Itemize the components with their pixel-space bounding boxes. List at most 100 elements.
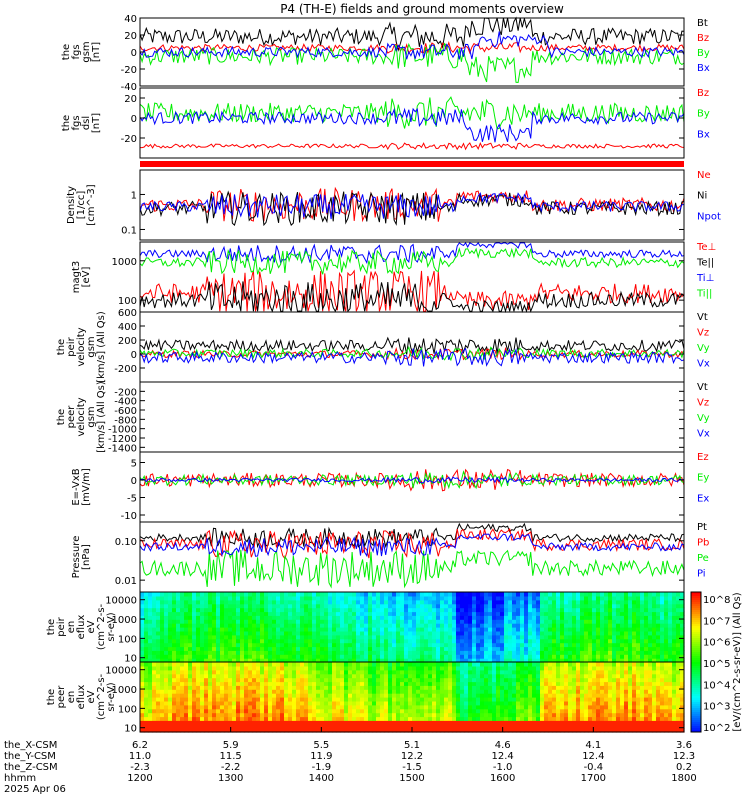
spectrogram-cell bbox=[428, 712, 433, 718]
spectrogram-cell bbox=[312, 623, 317, 628]
spectrogram-cell bbox=[408, 615, 413, 620]
spectrogram-cell bbox=[288, 654, 293, 659]
spectrogram-cell bbox=[316, 697, 321, 702]
spectrogram-cell bbox=[616, 708, 621, 714]
spectrogram-cell bbox=[324, 611, 329, 616]
spectrogram-cell bbox=[412, 627, 417, 632]
spectrogram-cell bbox=[564, 712, 569, 718]
spectrogram-cell bbox=[380, 720, 385, 725]
spectrogram-cell bbox=[220, 638, 225, 644]
spectrogram-cell bbox=[176, 677, 181, 683]
spectrogram-cell bbox=[160, 650, 165, 655]
spectrogram-cell bbox=[292, 603, 297, 609]
spectrogram-cell bbox=[380, 712, 385, 718]
spectrogram-cell bbox=[620, 654, 625, 659]
spectrogram-cell bbox=[536, 623, 541, 628]
spectrogram-cell bbox=[304, 599, 309, 605]
spectrogram-cell bbox=[296, 693, 301, 698]
spectrogram-cell bbox=[448, 716, 453, 721]
spectrogram-cell bbox=[416, 716, 421, 721]
spectrogram-cell bbox=[472, 693, 477, 698]
spectrogram-cell bbox=[628, 708, 633, 714]
spectrogram-cell bbox=[360, 697, 365, 702]
spectrogram-cell bbox=[460, 607, 465, 613]
spectrogram-cell bbox=[492, 673, 497, 679]
spectrogram-cell bbox=[372, 595, 377, 601]
spectrogram-cell bbox=[608, 599, 613, 605]
spectrogram-cell bbox=[524, 712, 529, 718]
spectrogram-cell bbox=[424, 681, 429, 686]
spectrogram-cell bbox=[636, 724, 641, 729]
spectrogram-cell bbox=[664, 619, 669, 624]
spectrogram-cell bbox=[616, 681, 621, 686]
spectrogram-cell bbox=[628, 677, 633, 683]
spectrogram-cell bbox=[616, 716, 621, 721]
spectrogram-cell bbox=[328, 673, 333, 679]
spectrogram-cell bbox=[184, 615, 189, 620]
spectrogram-cell bbox=[256, 646, 261, 651]
spectrogram-cell bbox=[344, 599, 349, 605]
spectrogram-cell bbox=[152, 611, 157, 616]
spectrogram-cell bbox=[276, 607, 281, 613]
spectrogram-cell bbox=[372, 697, 377, 702]
spectrogram-cell bbox=[364, 704, 369, 710]
y-axis-label: [nT] bbox=[91, 113, 102, 133]
spectrogram-cell bbox=[480, 615, 485, 620]
spectrogram-cell bbox=[540, 697, 545, 702]
spectrogram-cell bbox=[496, 697, 501, 702]
spectrogram-cell bbox=[560, 669, 565, 675]
spectrogram-cell bbox=[588, 669, 593, 675]
spectrogram-cell bbox=[528, 603, 533, 609]
spectrogram-cell bbox=[188, 619, 193, 624]
spectrogram-cell bbox=[240, 595, 245, 601]
spectrogram-cell bbox=[304, 662, 309, 667]
spectrogram-cell bbox=[228, 693, 233, 698]
y-tick-label: 1000 bbox=[112, 615, 137, 626]
spectrogram-cell bbox=[348, 700, 353, 706]
spectrogram-cell bbox=[344, 685, 349, 690]
spectrogram-cell bbox=[340, 669, 345, 675]
spectrogram-cell bbox=[152, 677, 157, 683]
spectrogram-cell bbox=[640, 708, 645, 714]
spectrogram-cell bbox=[424, 677, 429, 683]
spectrogram-cell bbox=[556, 681, 561, 686]
spectrogram-cell bbox=[244, 634, 249, 640]
spectrogram-cell bbox=[508, 700, 513, 706]
spectrogram-cell bbox=[348, 685, 353, 690]
spectrogram-cell bbox=[360, 662, 365, 667]
spectrogram-cell bbox=[352, 650, 357, 655]
spectrogram-cell bbox=[236, 619, 241, 624]
spectrogram-cell bbox=[492, 634, 497, 640]
spectrogram-cell bbox=[232, 693, 237, 698]
spectrogram-cell bbox=[588, 724, 593, 729]
spectrogram-cell bbox=[380, 716, 385, 721]
spectrogram-cell bbox=[588, 728, 593, 733]
spectrogram-cell bbox=[548, 642, 553, 648]
spectrogram-cell bbox=[444, 654, 449, 659]
spectrogram-cell bbox=[376, 615, 381, 620]
spectrogram-cell bbox=[184, 700, 189, 706]
spectrogram-cell bbox=[636, 662, 641, 667]
spectrogram-cell bbox=[380, 728, 385, 733]
spectrogram-cell bbox=[196, 677, 201, 683]
spectrogram-cell bbox=[176, 623, 181, 628]
spectrogram-cell bbox=[632, 704, 637, 710]
spectrogram-cell bbox=[472, 592, 477, 597]
spectrogram-cell bbox=[368, 662, 373, 667]
spectrogram-cell bbox=[552, 697, 557, 702]
spectrogram-cell bbox=[632, 607, 637, 613]
spectrogram-cell bbox=[252, 697, 257, 702]
spectrogram-cell bbox=[532, 623, 537, 628]
spectrogram-cell bbox=[192, 599, 197, 605]
spectrogram-cell bbox=[576, 611, 581, 616]
spectrogram-cell bbox=[536, 689, 541, 694]
spectrogram-cell bbox=[436, 627, 441, 632]
spectrogram-cell bbox=[300, 716, 305, 721]
spectrogram-cell bbox=[360, 665, 365, 671]
spectrogram-cell bbox=[204, 650, 209, 655]
spectrogram-cell bbox=[524, 673, 529, 679]
spectrogram-cell bbox=[580, 634, 585, 640]
spectrogram-cell bbox=[512, 724, 517, 729]
spectrogram-cell bbox=[372, 642, 377, 648]
